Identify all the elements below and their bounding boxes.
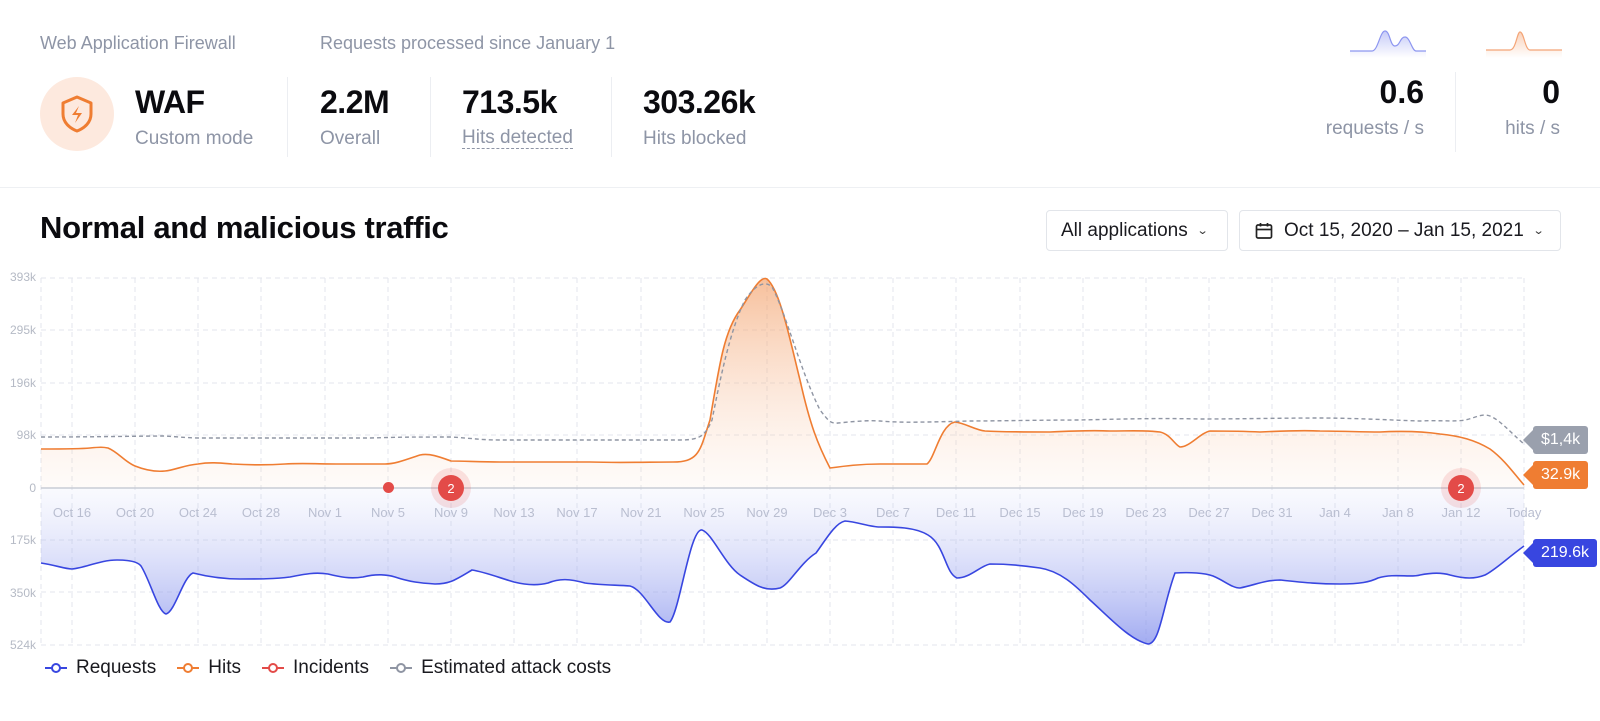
- chart-legend: Requests Hits Incidents Estimated attack…: [44, 657, 611, 679]
- attack-costs-line: [40, 283, 1525, 445]
- x-tick: Dec 23: [1125, 505, 1167, 520]
- incident-marker-cluster[interactable]: 2: [431, 468, 471, 508]
- y-tick: 175k: [9, 533, 36, 547]
- hits-per-second-label: hits / s: [1505, 118, 1560, 139]
- x-tick: Nov 21: [620, 505, 662, 520]
- x-tick: Nov 17: [556, 505, 598, 520]
- requests-line: [40, 520, 1525, 645]
- line-marker-icon: [177, 663, 200, 673]
- stat-overall-value: 2.2M: [320, 84, 390, 120]
- line-marker-icon: [45, 663, 67, 673]
- x-tick: Dec 11: [935, 505, 977, 520]
- stat-overall-label: Overall: [320, 128, 381, 149]
- requests-per-second: 0.6 requests / s: [1326, 74, 1424, 140]
- legend-label: Requests: [76, 657, 157, 678]
- x-tick: Oct 16: [52, 505, 92, 520]
- divider: [430, 77, 431, 157]
- divider: [611, 77, 612, 157]
- date-range-picker[interactable]: Oct 15, 2020 – Jan 15, 2021 ⌄: [1239, 210, 1561, 251]
- x-tick: Dec 31: [1251, 505, 1293, 520]
- stat-overall: 2.2M Overall: [320, 84, 390, 150]
- incident-marker-cluster[interactable]: 2: [1441, 468, 1481, 508]
- x-tick: Nov 9: [434, 505, 468, 520]
- stat-hits-detected-label[interactable]: Hits detected: [462, 127, 573, 149]
- y-tick: 350k: [9, 586, 36, 600]
- x-tick: Nov 25: [683, 505, 725, 520]
- product-label: Web Application Firewall: [40, 33, 236, 53]
- requests-per-second-value: 0.6: [1379, 74, 1424, 110]
- summary-header: Web Application Firewall Requests proces…: [0, 0, 1600, 188]
- chart-title: Normal and malicious traffic: [40, 210, 449, 245]
- hits-end-tag: 32.9k: [1522, 461, 1589, 489]
- incident-count: 2: [1448, 475, 1474, 501]
- x-tick: Oct 28: [241, 505, 281, 520]
- chevron-down-icon: ⌄: [1532, 225, 1545, 237]
- stat-hits-detected-value: 713.5k: [462, 84, 557, 120]
- calendar-icon: [1255, 222, 1273, 239]
- x-tick: Nov 1: [308, 505, 342, 520]
- requests-processed-label: Requests processed since January 1: [320, 33, 616, 53]
- legend-label: Estimated attack costs: [421, 657, 612, 678]
- legend-item-requests[interactable]: Requests: [44, 657, 156, 679]
- x-tick: Oct 20: [115, 505, 155, 520]
- product-name: WAF: [135, 84, 205, 120]
- legend-item-attack-costs[interactable]: Estimated attack costs: [389, 657, 611, 679]
- x-tick: Oct 24: [178, 505, 218, 520]
- hits-per-second-value: 0: [1542, 74, 1560, 110]
- legend-item-hits[interactable]: Hits: [176, 657, 241, 679]
- x-tick: Dec 3: [813, 505, 847, 520]
- legend-label: Incidents: [293, 657, 370, 678]
- stat-hits-detected: 713.5k Hits detected: [462, 84, 573, 149]
- divider: [1455, 72, 1456, 152]
- y-tick: 0: [29, 481, 36, 495]
- legend-label: Hits: [208, 657, 242, 678]
- x-tick: Jan 4: [1319, 505, 1351, 520]
- requests-sparkline: [1350, 30, 1426, 58]
- y-tick: 524k: [9, 638, 36, 652]
- x-tick: Dec 7: [876, 505, 910, 520]
- x-tick: Today: [1506, 505, 1542, 520]
- x-tick: Jan 8: [1382, 505, 1414, 520]
- application-filter-dropdown[interactable]: All applications ⌄: [1046, 210, 1228, 251]
- stat-hits-blocked-label: Hits blocked: [643, 128, 747, 149]
- application-filter-label: All applications: [1061, 219, 1188, 241]
- hits-line: [40, 277, 1525, 486]
- incident-count: 2: [438, 475, 464, 501]
- product-stat: WAF Custom mode: [135, 84, 253, 150]
- y-tick: 98k: [16, 428, 36, 442]
- incident-marker[interactable]: [383, 482, 394, 493]
- requests-end-tag: 219.6k: [1522, 539, 1598, 567]
- y-tick: 196k: [9, 376, 36, 390]
- x-tick: Dec 15: [999, 505, 1041, 520]
- x-tick: Jan 12: [1441, 505, 1481, 520]
- line-marker-icon: [390, 663, 413, 673]
- x-tick: Nov 13: [493, 505, 535, 520]
- hits-per-second: 0 hits / s: [1505, 74, 1560, 140]
- x-tick: Dec 19: [1062, 505, 1104, 520]
- x-tick: Nov 5: [371, 505, 405, 520]
- attack-costs-end-tag: $1,4k: [1522, 426, 1589, 454]
- product-mode: Custom mode: [135, 128, 254, 149]
- x-tick: Nov 29: [746, 505, 788, 520]
- date-range-label: Oct 15, 2020 – Jan 15, 2021: [1284, 219, 1524, 241]
- y-tick: 393k: [9, 270, 36, 284]
- stat-hits-blocked-value: 303.26k: [643, 84, 756, 120]
- x-tick: Dec 27: [1188, 505, 1230, 520]
- hits-area: [41, 278, 1524, 488]
- hits-sparkline: [1486, 31, 1562, 58]
- requests-area: [41, 488, 1524, 644]
- stat-hits-blocked: 303.26k Hits blocked: [643, 84, 756, 150]
- shield-bolt-icon: [61, 95, 93, 133]
- legend-item-incidents[interactable]: Incidents: [261, 657, 369, 679]
- requests-per-second-label: requests / s: [1325, 118, 1424, 139]
- chevron-down-icon: ⌄: [1196, 225, 1209, 237]
- divider: [287, 77, 288, 157]
- waf-logo: [40, 77, 114, 151]
- line-marker-icon: [262, 663, 285, 673]
- y-tick: 295k: [9, 323, 36, 337]
